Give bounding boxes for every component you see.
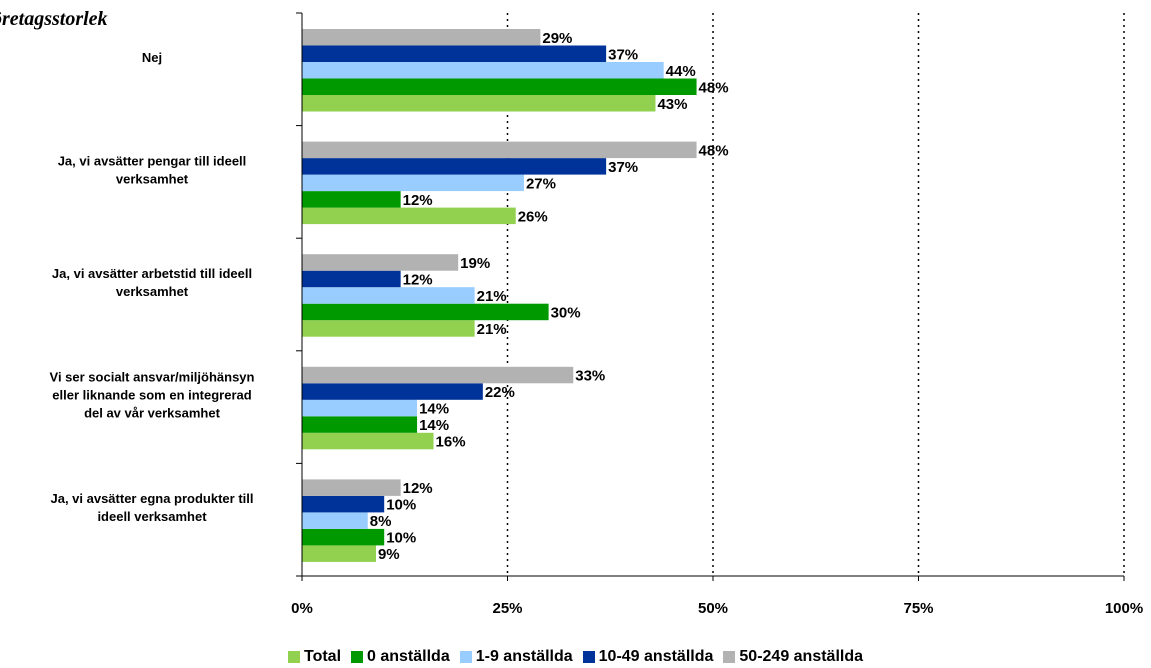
bar-3-3 xyxy=(302,383,483,400)
legend-item-1: 0 anställda xyxy=(351,648,450,666)
value-label-4-1: 10% xyxy=(386,530,416,547)
x-tick-label-1: 25% xyxy=(492,600,522,617)
bar-0-3 xyxy=(302,45,607,62)
bar-2-4 xyxy=(302,254,459,271)
value-label-1-3: 37% xyxy=(608,159,638,176)
value-label-2-1: 30% xyxy=(551,304,581,321)
bar-0-0 xyxy=(302,95,656,112)
value-label-2-4: 19% xyxy=(460,255,490,272)
bar-0-2 xyxy=(302,62,664,79)
legend-label-4: 50-249 anställda xyxy=(739,648,864,665)
bar-1-1 xyxy=(302,191,401,208)
bar-4-4 xyxy=(302,479,401,496)
legend-item-3: 10-49 anställda xyxy=(582,648,714,666)
legend-item-4: 50-249 anställda xyxy=(723,648,863,666)
legend-label-1: 0 anställda xyxy=(367,648,450,665)
bar-2-0 xyxy=(302,320,475,337)
legend-swatch-2 xyxy=(459,651,472,663)
gridlines xyxy=(506,13,1125,576)
value-label-0-4: 29% xyxy=(542,30,572,47)
bar-3-4 xyxy=(302,366,574,384)
category-label-1: Ja, vi avsätter pengar till ideell verksa… xyxy=(58,153,247,186)
bar-1-3 xyxy=(302,158,607,175)
value-label-4-4: 12% xyxy=(403,480,433,497)
bar-2-1 xyxy=(302,303,549,321)
bar-3-0 xyxy=(302,432,434,450)
legend-item-2: 1-9 anställda xyxy=(459,648,573,666)
bar-1-0 xyxy=(302,207,516,225)
value-label-1-1: 12% xyxy=(403,192,433,209)
x-tick-label-0: 0% xyxy=(291,600,313,617)
category-label-2: Ja, vi avsätter arbetstid till ideell ver… xyxy=(52,266,252,299)
tick-labels: 0% 25% 50% 75% 100% xyxy=(291,600,1143,617)
bar-2-2 xyxy=(302,287,475,304)
bar-4-3 xyxy=(302,495,385,513)
bars xyxy=(302,29,697,562)
bar-0-1 xyxy=(302,78,697,95)
value-label-1-2: 27% xyxy=(526,175,556,192)
value-label-3-2: 14% xyxy=(419,401,449,418)
chart-title: öretagsstorlek xyxy=(0,8,108,30)
legend-label-0: Total xyxy=(303,648,342,665)
category-label-3: Vi ser socialt ansvar/miljöhänsyn eller l… xyxy=(50,370,255,421)
value-label-0-1: 48% xyxy=(699,79,729,96)
bar-3-1 xyxy=(302,416,418,433)
value-label-3-0: 16% xyxy=(436,434,466,451)
value-label-0-3: 37% xyxy=(608,46,638,63)
legend-swatch-4 xyxy=(723,651,736,663)
bar-2-3 xyxy=(302,270,401,288)
value-label-0-0: 43% xyxy=(657,96,687,113)
value-label-3-4: 33% xyxy=(575,368,605,385)
category-label-4: Ja, vi avsätter egna produkter till ideel… xyxy=(50,491,253,524)
bar-4-2 xyxy=(302,512,368,529)
value-label-3-1: 14% xyxy=(419,417,449,434)
legend: Total 0 anställda 1-9 anställda 10-49 anstä… xyxy=(0,648,1151,666)
legend-label-3: 10-49 anställda xyxy=(598,648,714,665)
legend-item-0: Total xyxy=(287,648,342,666)
bar-3-2 xyxy=(302,399,418,417)
value-label-0-2: 44% xyxy=(666,63,696,80)
legend-swatch-3 xyxy=(582,651,595,663)
category-label-0: Nej xyxy=(142,50,162,65)
value-label-4-2: 8% xyxy=(370,513,392,530)
bar-1-4 xyxy=(302,141,697,159)
value-label-4-0: 9% xyxy=(378,546,400,563)
value-label-1-4: 48% xyxy=(699,142,729,159)
value-label-2-0: 21% xyxy=(477,321,507,338)
value-label-2-3: 12% xyxy=(403,271,433,288)
x-tick-label-4: 100% xyxy=(1105,600,1143,617)
legend-label-2: 1-9 anställda xyxy=(475,648,573,665)
bar-0-4 xyxy=(302,29,541,46)
value-labels: 43%48%44%37%29%26%12%27%37%48%21%30%21%1… xyxy=(370,30,729,563)
x-tick-label-3: 75% xyxy=(903,600,933,617)
value-label-1-0: 26% xyxy=(518,208,548,225)
category-labels: Nej Ja, vi avsätter pengar till ideell ver… xyxy=(50,50,255,524)
x-tick-label-2: 50% xyxy=(698,600,728,617)
legend-swatch-0 xyxy=(287,651,300,663)
legend-swatch-1 xyxy=(351,651,364,663)
bar-4-1 xyxy=(302,528,385,546)
value-label-3-3: 22% xyxy=(485,384,515,401)
value-label-2-2: 21% xyxy=(477,288,507,305)
bar-4-0 xyxy=(302,545,376,562)
axes xyxy=(296,12,1125,581)
bar-1-2 xyxy=(302,174,524,192)
value-label-4-3: 10% xyxy=(386,497,416,514)
